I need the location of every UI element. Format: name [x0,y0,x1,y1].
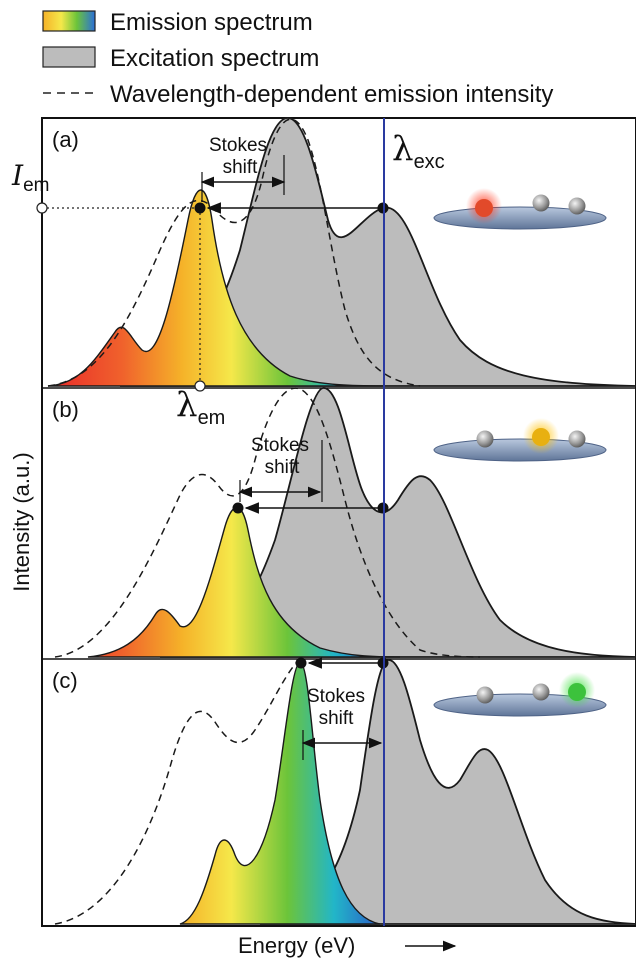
lambda-em-axis-marker [194,380,206,392]
x-axis-label-group: Energy (eV) [238,933,457,958]
plot-frame [41,117,636,927]
emission-peak-dot-a [194,202,206,214]
legend-dependent-label: Wavelength-dependent emission intensity [110,81,553,108]
y-axis-label: Intensity (a.u.) [9,452,34,591]
excitation-spectrum-b [159,387,636,658]
emission-peak-dot-b [232,502,244,514]
lambda-em-label: λem [176,385,225,429]
legend: Emission spectrum Excitation spectrum Wa… [42,9,553,108]
stokes-label-a: Stokes shift [209,135,267,178]
stokes-label-c: Stokes shift [307,686,365,729]
legend-emission-swatch [42,10,96,32]
molecule-illustration-a [433,188,607,230]
lambda-exc-label: λexc [392,129,445,173]
iem-label: Iem [11,159,49,196]
emission-spectrum-a [47,189,385,387]
dependent-intensity-b [54,387,481,658]
dependent-intensity-a [47,118,421,387]
molecule-illustration-c [433,672,607,717]
panel-b-label: (b) [52,397,79,422]
panel-c: (c) Stokes shift [52,657,636,925]
excitation-spectrum-c [259,659,636,925]
panel-a-label: (a) [52,127,79,152]
molecule-illustration-b [433,418,607,462]
panel-a: (a) Iem Stokes shift [11,117,636,392]
panel-c-label: (c) [52,668,78,693]
x-axis-label: Energy (eV) [238,933,355,958]
emission-peak-dot-c [295,657,307,669]
legend-excitation-swatch [42,46,96,68]
stokes-label-b: Stokes shift [251,435,309,478]
emission-spectrum-c [179,661,381,925]
panel-b: (b) Stokes shift [52,387,636,658]
iem-axis-marker [36,202,48,214]
legend-emission-label: Emission spectrum [110,9,313,36]
emission-spectrum-b [87,507,401,658]
legend-excitation-label: Excitation spectrum [110,45,319,72]
excitation-spectrum-a [119,117,636,387]
